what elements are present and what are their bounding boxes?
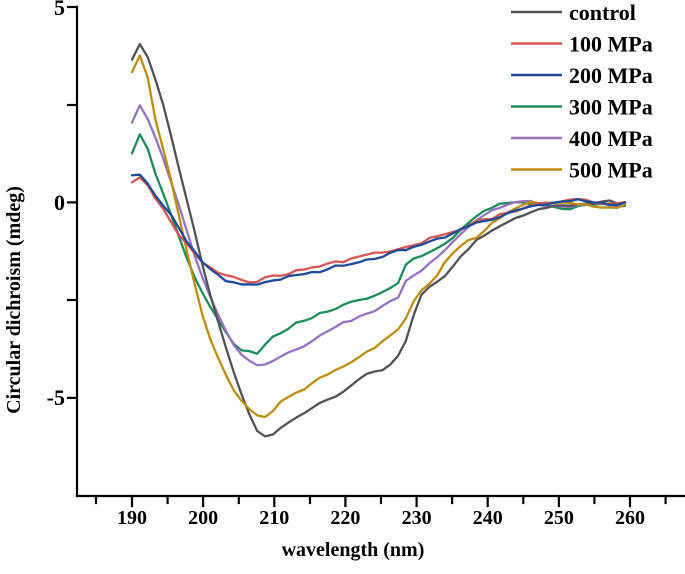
- svg-text:wavelength (nm): wavelength (nm): [282, 539, 425, 561]
- svg-text:-5: -5: [47, 385, 65, 410]
- svg-text:240: 240: [473, 507, 503, 529]
- svg-text:200: 200: [188, 507, 218, 529]
- svg-text:5: 5: [54, 0, 65, 20]
- svg-text:260: 260: [615, 507, 645, 529]
- svg-text:210: 210: [259, 507, 289, 529]
- svg-text:500 MPa: 500 MPa: [569, 158, 653, 183]
- svg-text:0: 0: [54, 190, 65, 215]
- svg-text:200 MPa: 200 MPa: [569, 63, 653, 88]
- svg-text:190: 190: [117, 507, 147, 529]
- svg-text:250: 250: [544, 507, 574, 529]
- svg-text:230: 230: [402, 507, 432, 529]
- svg-text:control: control: [569, 0, 636, 25]
- svg-text:Circular dichroism (mdeg): Circular dichroism (mdeg): [3, 186, 25, 414]
- svg-text:400 MPa: 400 MPa: [569, 126, 653, 151]
- svg-text:100 MPa: 100 MPa: [569, 32, 653, 57]
- svg-text:300 MPa: 300 MPa: [569, 95, 653, 120]
- svg-text:220: 220: [330, 507, 360, 529]
